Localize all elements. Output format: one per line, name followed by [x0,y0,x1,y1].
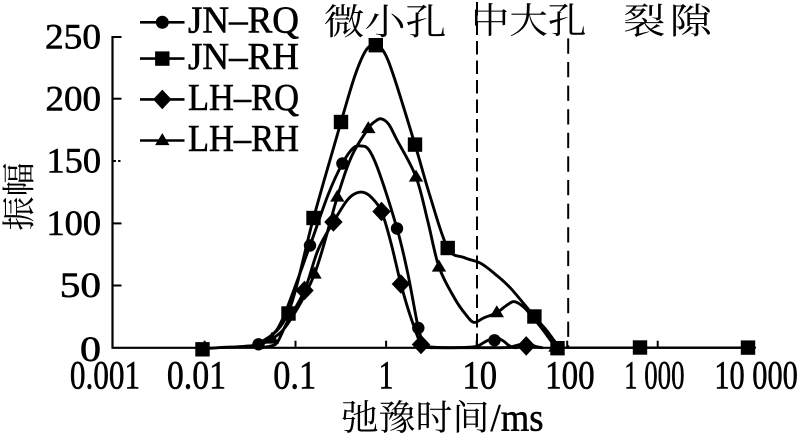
svg-text:10 000: 10 000 [714,353,798,398]
svg-text:LH–RH: LH–RH [188,118,299,160]
svg-text:1: 1 [379,353,394,398]
svg-text:200: 200 [46,78,102,118]
svg-text:0.1: 0.1 [273,353,316,398]
svg-text:JN–RQ: JN–RQ [188,0,299,42]
svg-text:50: 50 [60,265,101,305]
svg-text:LH–RQ: LH–RQ [188,77,299,119]
svg-text:0.001: 0.001 [70,353,140,398]
svg-text:0.01: 0.01 [167,353,226,398]
svg-text:100: 100 [545,353,595,398]
svg-text:0: 0 [80,329,101,369]
svg-text:250: 250 [45,17,101,57]
svg-text:100: 100 [47,203,102,243]
svg-text:/ms: /ms [491,397,544,438]
svg-text:150: 150 [47,141,102,181]
svg-text:10: 10 [462,353,497,398]
svg-text:JN–RH: JN–RH [188,36,299,78]
svg-text:1 000: 1 000 [624,353,684,398]
